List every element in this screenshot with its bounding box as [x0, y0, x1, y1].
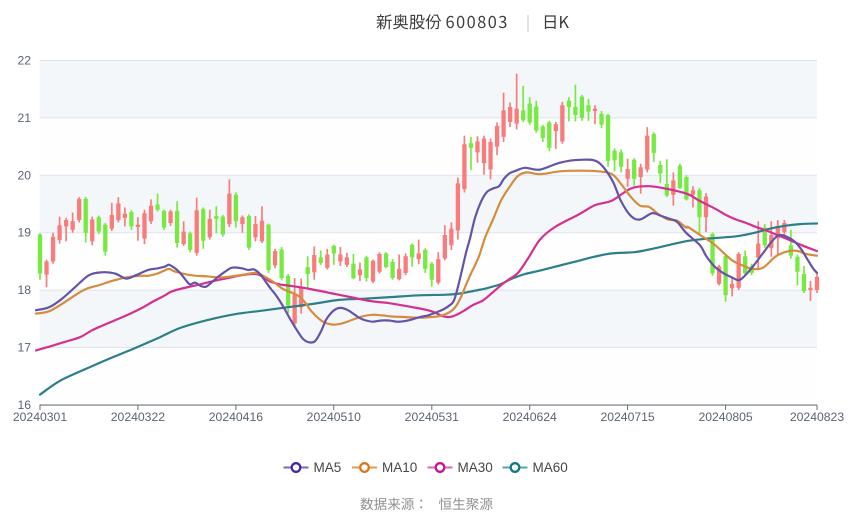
svg-text:20: 20 — [17, 168, 31, 182]
svg-text:MA10: MA10 — [382, 460, 417, 475]
svg-text:MA60: MA60 — [533, 460, 568, 475]
svg-text:16: 16 — [17, 398, 31, 412]
svg-text:20240322: 20240322 — [111, 410, 165, 424]
svg-text:22: 22 — [17, 54, 31, 68]
svg-text:21: 21 — [17, 111, 31, 125]
svg-text:18: 18 — [17, 283, 31, 297]
svg-text:20240301: 20240301 — [13, 410, 67, 424]
svg-text:19: 19 — [17, 226, 31, 240]
svg-text:MA5: MA5 — [314, 460, 342, 475]
svg-text:20240715: 20240715 — [600, 410, 654, 424]
svg-text:20240531: 20240531 — [405, 410, 459, 424]
svg-text:20240510: 20240510 — [307, 410, 361, 424]
svg-text:20240823: 20240823 — [790, 410, 844, 424]
svg-text:17: 17 — [17, 341, 31, 355]
svg-text:20240805: 20240805 — [698, 410, 752, 424]
svg-text:MA30: MA30 — [458, 460, 493, 475]
svg-text:20240416: 20240416 — [209, 410, 263, 424]
svg-text:20240624: 20240624 — [503, 410, 557, 424]
